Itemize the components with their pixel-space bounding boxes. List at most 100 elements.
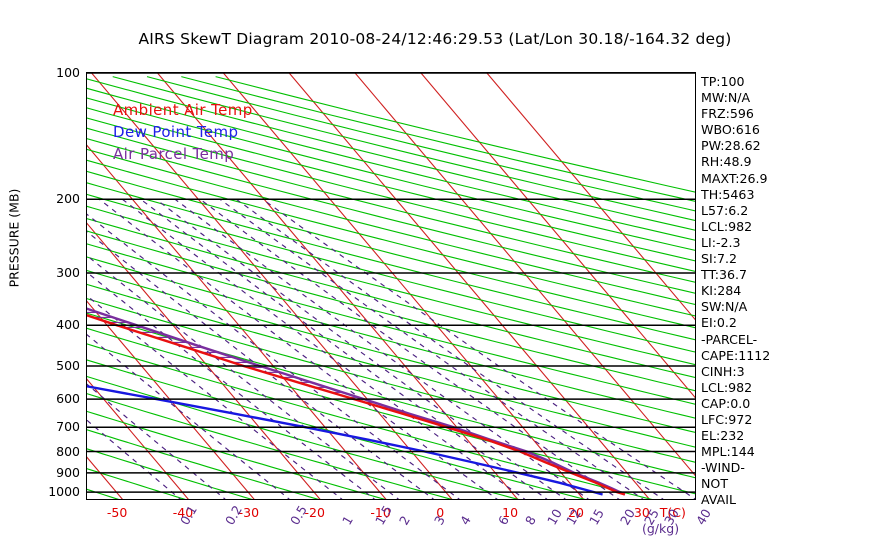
mixing-ratio-line	[87, 333, 290, 499]
isotherm-line	[87, 300, 255, 499]
isotherm-line	[222, 73, 585, 499]
mixing-ratio-tick: 15	[586, 506, 607, 528]
parameter-item: SW:N/A	[701, 299, 748, 315]
dry-adiabat-line	[87, 117, 695, 272]
parameter-item: TH:5463	[701, 186, 755, 202]
pressure-axis-label: PRESSURE (MB)	[6, 188, 22, 288]
dry-adiabat-line	[87, 298, 695, 463]
pressure-tick: 200	[56, 191, 80, 207]
parameter-item: FRZ:596	[701, 106, 754, 122]
parameter-item: LCL:982	[701, 218, 753, 234]
parameter-item: LFC:972	[701, 411, 753, 427]
ambient-air-temp-curve	[87, 314, 626, 496]
parameter-item: CINH:3	[701, 363, 745, 379]
dry-adiabat-line	[87, 78, 695, 231]
pressure-tick: 300	[56, 264, 80, 280]
mixing-ratio-tick: 10	[544, 506, 566, 528]
dry-adiabat-line	[87, 97, 695, 251]
parameter-item: CAPE:1112	[701, 347, 771, 363]
mixing-ratio-axis-label: (g/kg)	[642, 521, 680, 536]
isotherm-line	[87, 378, 189, 499]
pressure-tick: 100	[56, 65, 80, 80]
isotherm-line	[87, 222, 321, 499]
bottom-temp-tick: 10	[502, 505, 519, 520]
dry-adiabat-line	[87, 256, 695, 419]
mixing-ratio-tick: 3	[430, 513, 448, 528]
mixing-ratio-tick: 8	[522, 513, 540, 528]
dry-adiabat-line	[87, 230, 695, 392]
pressure-tick: 1000	[48, 484, 80, 500]
mixing-ratio-line	[87, 254, 400, 499]
bottom-temp-tick: -20	[304, 505, 325, 520]
bottom-temp-tick: -10	[370, 505, 391, 520]
dry-adiabat-line	[87, 193, 695, 353]
mixing-ratio-line	[87, 213, 460, 499]
mixing-ratio-line	[262, 198, 695, 499]
dry-adiabat-line	[87, 170, 695, 329]
isotherm-line	[354, 73, 695, 477]
dry-adiabat-line	[146, 76, 695, 212]
mixing-ratio-tick: 40	[693, 506, 715, 528]
bottom-temp-tick: -50	[106, 505, 128, 520]
parameter-item: MW:N/A	[701, 90, 751, 106]
mixing-ratio-line	[174, 198, 590, 499]
dry-adiabat-line	[215, 76, 695, 193]
parameter-item: -PARCEL-	[701, 331, 758, 347]
parameter-item: RH:48.9	[701, 154, 752, 170]
mixing-ratio-line	[121, 198, 526, 499]
parameter-item: EL:232	[701, 428, 745, 444]
parameter-item: NOT	[701, 476, 729, 492]
mixing-ratio-line	[87, 419, 181, 499]
parameter-item: KI:284	[701, 283, 742, 299]
mixing-ratio-line	[98, 198, 498, 499]
dry-adiabat-line	[87, 393, 453, 499]
dry-adiabat-line	[87, 218, 695, 378]
bottom-temp-tick: 30	[633, 505, 650, 520]
dry-adiabat-line	[87, 410, 386, 499]
dry-adiabat-line	[87, 148, 695, 305]
mixing-ratio-tick: 4	[456, 513, 474, 528]
pressure-tick: 400	[56, 317, 80, 333]
dry-adiabat-line	[87, 488, 120, 499]
dry-adiabat-line	[87, 87, 695, 241]
mixing-ratio-line	[140, 198, 548, 499]
mixing-ratio-line	[155, 198, 567, 499]
parameter-item: MAXT:26.9	[701, 170, 768, 186]
pressure-tick: 600	[56, 391, 80, 407]
legend-air-parcel-temp: Air Parcel Temp	[113, 145, 235, 163]
mixing-ratio-tick: 1	[339, 513, 357, 528]
parameter-item: TT:36.7	[701, 267, 748, 283]
dry-adiabat-line	[87, 269, 695, 433]
dry-adiabat-line	[181, 76, 695, 202]
dry-adiabat-line	[87, 375, 519, 499]
parameter-item: WBO:616	[701, 122, 760, 138]
parameter-item: PW:28.62	[701, 138, 761, 154]
legend-dew-point-temp: Dew Point Temp	[113, 123, 239, 141]
isotherm-line	[420, 73, 695, 399]
pressure-tick: 700	[56, 419, 80, 435]
temperature-axis-label: T(C)	[659, 505, 686, 520]
mixing-ratio-line	[87, 231, 435, 499]
dry-adiabat-line	[87, 343, 653, 499]
parameter-item: SI:7.2	[701, 251, 737, 267]
page-title: AIRS SkewT Diagram 2010-08-24/12:46:29.5…	[138, 30, 732, 48]
dry-adiabat-line	[87, 448, 253, 499]
parameter-readout-panel: TP:100 MW:N/A FRZ:596 WBO:616 PW:28.62 RH:48.…	[701, 74, 861, 509]
bottom-temp-tick: 20	[568, 505, 584, 520]
bottom-temp-tick: -40	[172, 505, 194, 520]
skewt-plot-area[interactable]	[86, 72, 696, 500]
dry-adiabat-line	[112, 76, 695, 221]
parameter-item: TP:100	[701, 74, 745, 89]
parameter-item: EI:0.2	[701, 315, 737, 331]
parameter-item: LCL:982	[701, 379, 753, 395]
legend-ambient-air-temp: Ambient Air Temp	[113, 101, 253, 119]
bottom-temp-tick: 0	[436, 505, 445, 520]
dry-adiabat-line	[87, 283, 695, 448]
pressure-tick: 800	[56, 443, 80, 459]
dry-adiabat-line	[87, 127, 695, 283]
dry-adiabat-line	[87, 107, 695, 262]
mixing-ratio-line	[199, 198, 620, 499]
parameter-item: CAP:0.0	[701, 395, 751, 411]
dry-adiabat-line	[87, 159, 695, 317]
